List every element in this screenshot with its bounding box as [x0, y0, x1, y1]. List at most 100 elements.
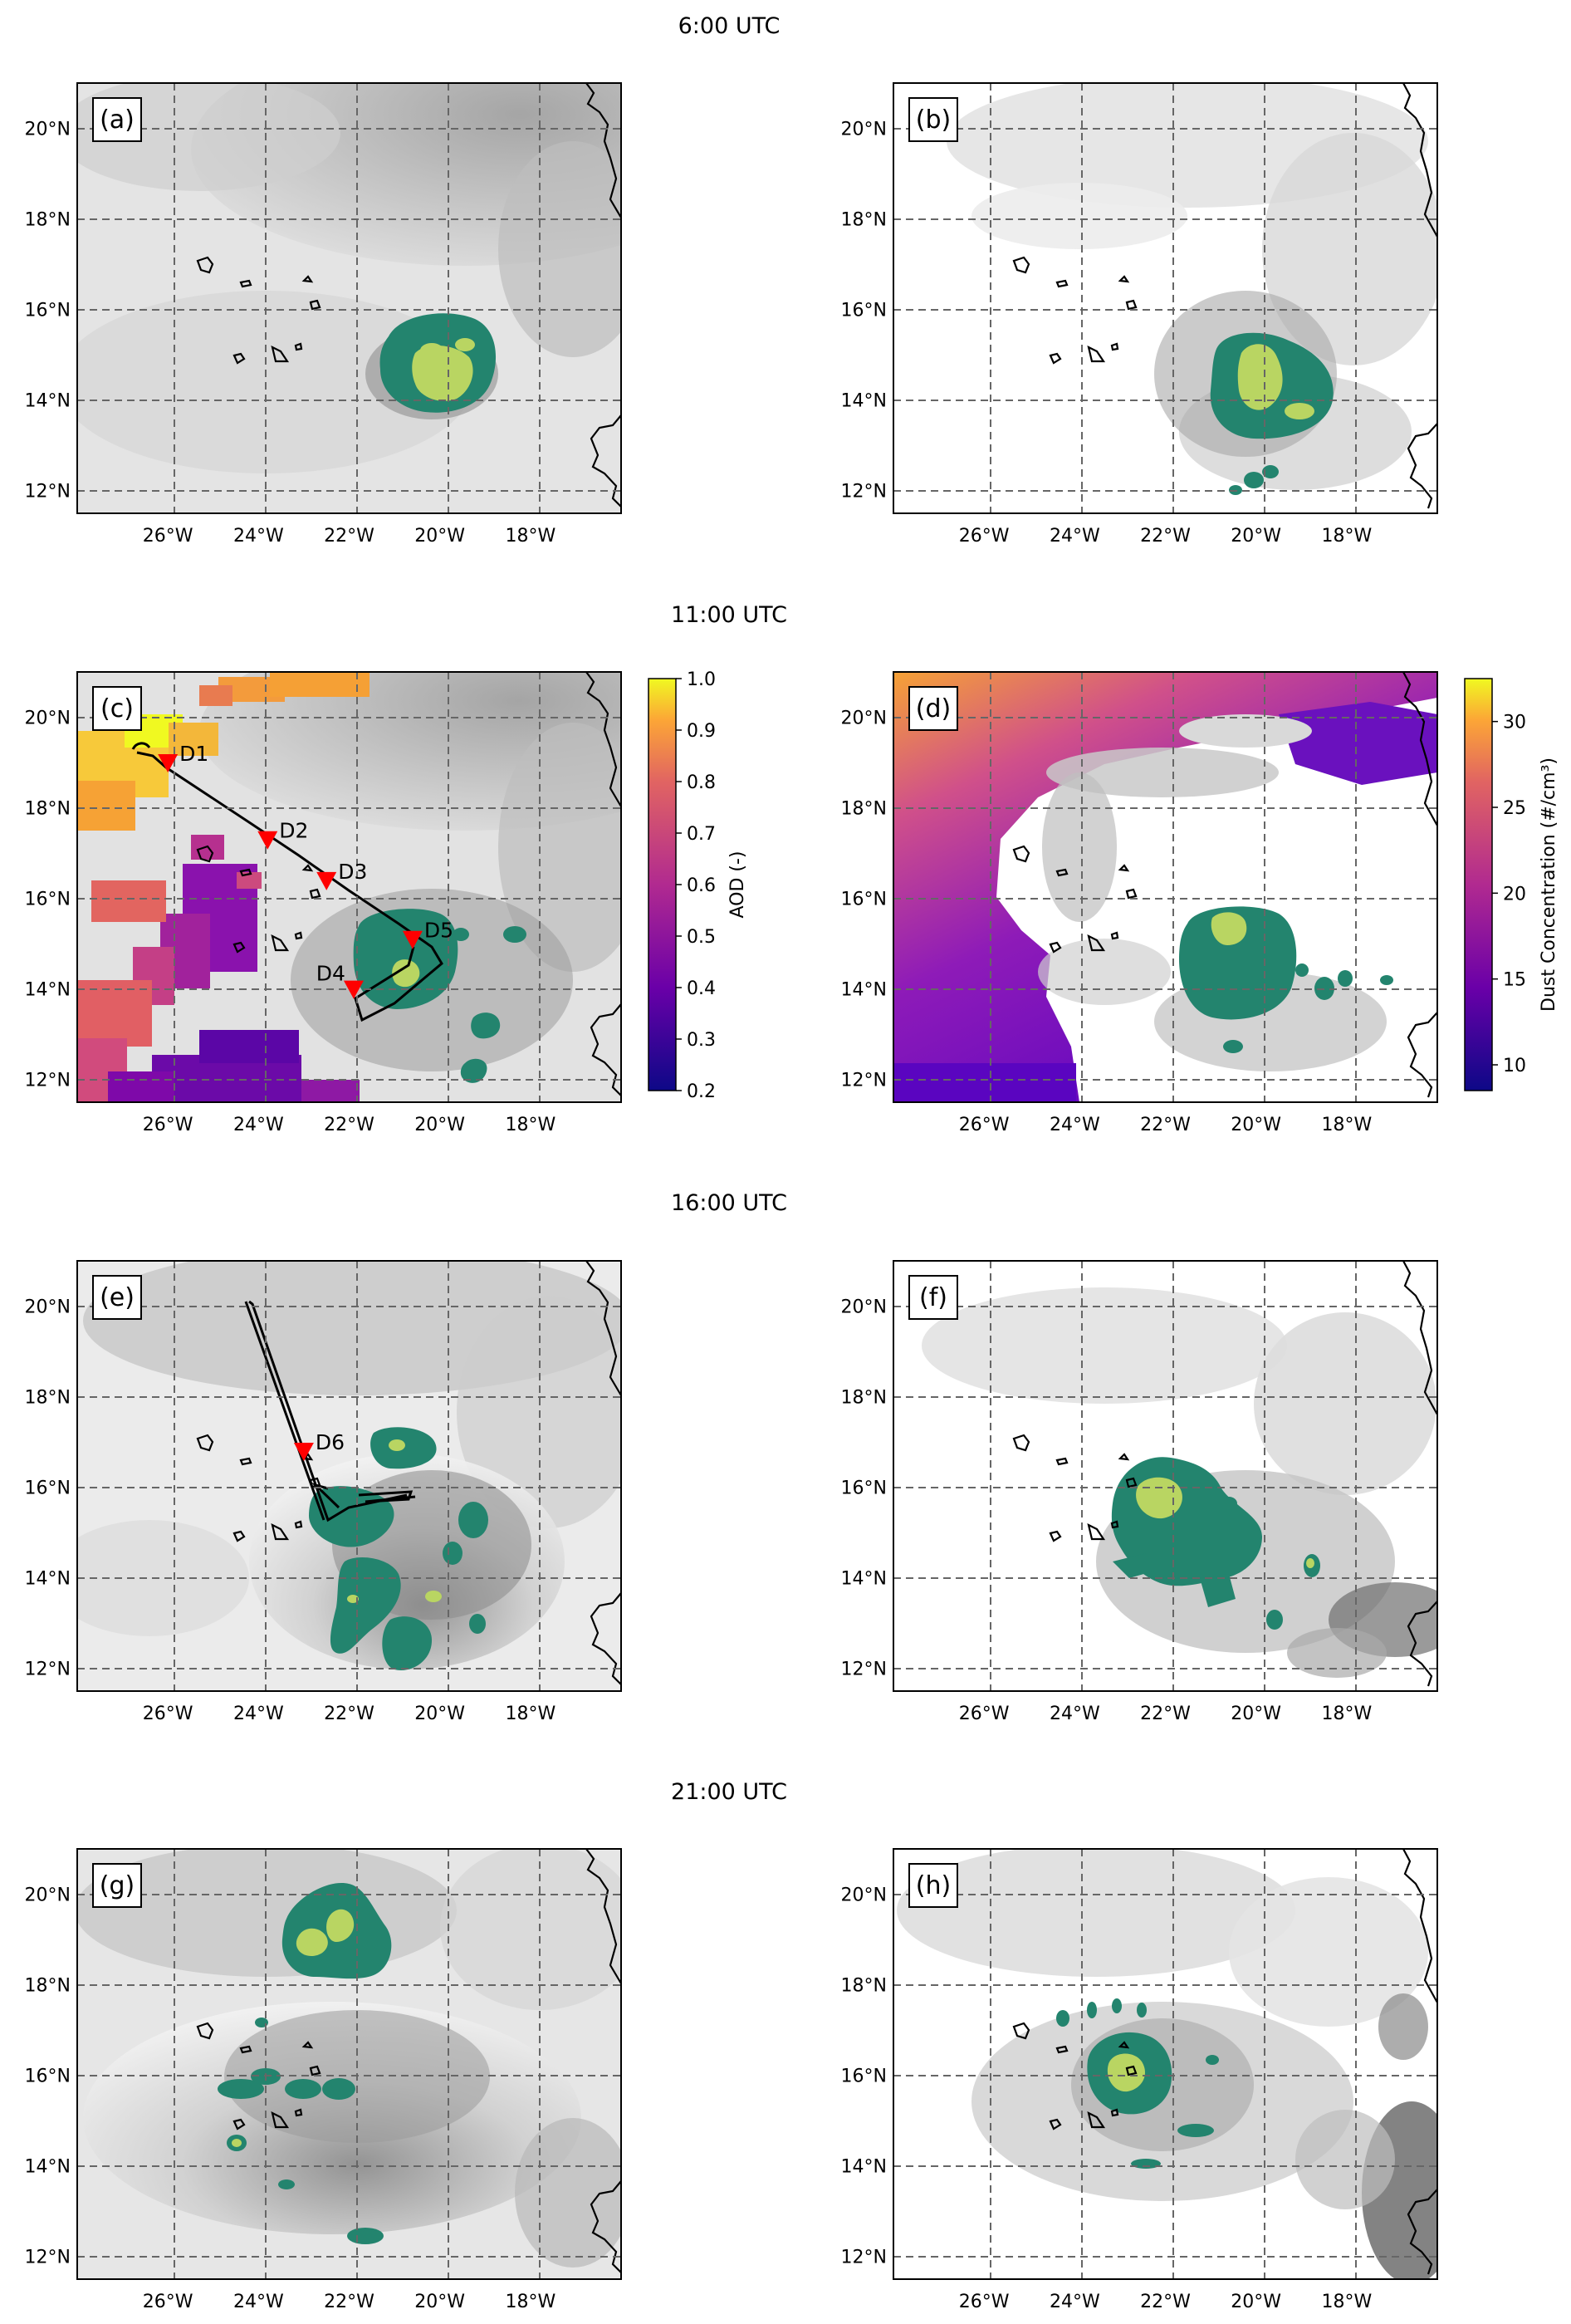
lat-tick-label: 20°N — [841, 708, 887, 729]
lon-tick-label: 26°W — [959, 1115, 1010, 1135]
colorbar-tick-label: 30 — [1503, 713, 1526, 733]
lat-tick-label: 16°N — [25, 1478, 71, 1499]
lon-tick-label: 20°W — [1231, 1115, 1281, 1135]
dust-colorbar: 10 15 20 25 30 Dust Concentration (#/cm³) — [1464, 678, 1559, 1091]
lon-tick-label: 24°W — [233, 1704, 284, 1724]
coastline — [1012, 1848, 1438, 2275]
dust-colorbar-label: Dust Concentration (#/cm³) — [1539, 758, 1559, 1012]
lon-tick-label: 24°W — [1050, 1115, 1100, 1135]
dropsonde-marker — [402, 930, 423, 949]
time-title-2: 11:00 UTC — [671, 602, 787, 628]
lat-tick-label: 20°N — [25, 1885, 71, 1906]
lat-tick-label: 12°N — [25, 482, 71, 503]
dust-colorbar-ticks: 10 15 20 25 30 — [1492, 713, 1526, 1076]
panel-label-a-text: (a) — [100, 105, 135, 135]
time-title-4: 21:00 UTC — [671, 1779, 787, 1805]
lon-tick-label: 26°W — [959, 1704, 1010, 1724]
lat-tick-label: 20°N — [841, 1297, 887, 1318]
panel-label-g: (g) — [92, 1863, 142, 1908]
dropsonde-label: D5 — [424, 919, 453, 943]
lon-tick-label: 22°W — [324, 526, 374, 547]
panel-label-c: (c) — [92, 686, 142, 731]
lon-tick-label: 22°W — [324, 2292, 374, 2312]
lat-tick-label: 14°N — [841, 980, 887, 1001]
lon-tick-label: 20°W — [414, 1704, 465, 1724]
dropsonde-markers: D6 — [293, 1430, 345, 1462]
lon-tick-label: 20°W — [414, 1115, 465, 1135]
panel-label-d: (d) — [908, 686, 958, 731]
lon-tick-label: 22°W — [1140, 2292, 1191, 2312]
colorbar-tick-label: 15 — [1503, 970, 1526, 991]
dropsonde-marker — [158, 754, 179, 773]
panel-label-h: (h) — [908, 1863, 958, 1908]
map-frame — [76, 671, 622, 1103]
panel-label-a: (a) — [92, 97, 142, 142]
deep-convection-area — [309, 1427, 488, 1670]
map-frame — [76, 82, 622, 514]
aod-colorbar-label: AOD (-) — [727, 851, 748, 918]
panel-d: (d) — [893, 671, 1438, 1103]
lon-tick-label: 22°W — [1140, 1115, 1191, 1135]
lat-tick-label: 20°N — [841, 1885, 887, 1906]
panel-label-f: (f) — [908, 1275, 958, 1320]
panel-label-e: (e) — [92, 1275, 142, 1320]
panel-label-d-text: (d) — [916, 694, 951, 723]
lat-tick-label: 12°N — [841, 1071, 887, 1091]
dropsonde-label: D1 — [179, 742, 208, 766]
lat-tick-label: 18°N — [25, 210, 71, 231]
colorbar-tick-label: 0.5 — [687, 927, 716, 948]
lat-tick-label: 14°N — [25, 980, 71, 1001]
lat-tick-label: 20°N — [25, 120, 71, 140]
lat-tick-label: 12°N — [25, 1660, 71, 1680]
lon-tick-label: 22°W — [324, 1704, 374, 1724]
colorbar-tick-label: 0.6 — [687, 875, 716, 896]
lat-tick-label: 18°N — [841, 1976, 887, 1997]
lon-tick-label: 22°W — [324, 1115, 374, 1135]
lon-tick-label: 24°W — [1050, 1704, 1100, 1724]
panel-label-e-text: (e) — [100, 1283, 135, 1312]
map-frame — [893, 1848, 1438, 2280]
lat-tick-label: 18°N — [841, 1388, 887, 1409]
lon-tick-label: 18°W — [505, 526, 555, 547]
lat-tick-label: 12°N — [25, 1071, 71, 1091]
axis-tick-labels: 26°W 24°W 22°W 20°W 18°W 12°N 14°N 16°N 18°N 20°N… — [25, 120, 1373, 2312]
lon-tick-label: 20°W — [414, 526, 465, 547]
lon-tick-label: 18°W — [505, 2292, 555, 2312]
lon-tick-label: 26°W — [143, 526, 193, 547]
gridlines — [893, 1849, 1437, 2279]
lat-tick-label: 20°N — [841, 120, 887, 140]
lat-tick-label: 12°N — [841, 482, 887, 503]
lat-tick-label: 16°N — [841, 301, 887, 321]
lat-tick-label: 14°N — [841, 1569, 887, 1590]
panel-label-h-text: (h) — [916, 1871, 951, 1900]
lon-tick-label: 26°W — [959, 526, 1010, 547]
panel-label-f-text: (f) — [919, 1283, 947, 1312]
gridlines — [77, 672, 621, 1102]
lon-tick-label: 24°W — [233, 1115, 284, 1135]
lat-tick-label: 18°N — [25, 1388, 71, 1409]
panel-b: (b) — [893, 82, 1438, 514]
colorbar-tick-label: 0.2 — [687, 1081, 716, 1102]
lat-tick-label: 12°N — [841, 2248, 887, 2268]
coastline — [1012, 671, 1438, 1098]
colorbar-tick-label: 0.7 — [687, 824, 716, 845]
dropsonde-marker — [343, 980, 364, 999]
deep-convection-area — [1056, 1998, 1219, 2169]
lon-tick-label: 20°W — [1231, 2292, 1281, 2312]
lon-tick-label: 18°W — [1321, 526, 1372, 547]
panel-label-b: (b) — [908, 97, 958, 142]
deep-convection-area — [1111, 1457, 1320, 1630]
lat-tick-label: 14°N — [841, 391, 887, 412]
panel-label-c-text: (c) — [100, 694, 134, 723]
colorbar-tick-label: 0.3 — [687, 1030, 716, 1051]
panel-label-b-text: (b) — [916, 105, 951, 135]
lat-tick-label: 12°N — [25, 2248, 71, 2268]
lon-tick-label: 26°W — [143, 2292, 193, 2312]
colorbar-tick-label: 25 — [1503, 798, 1526, 819]
lon-tick-label: 20°W — [1231, 526, 1281, 547]
lat-tick-label: 16°N — [841, 1478, 887, 1499]
dropsonde-marker — [316, 871, 337, 890]
lat-tick-label: 14°N — [25, 391, 71, 412]
panel-label-g-text: (g) — [100, 1871, 135, 1900]
